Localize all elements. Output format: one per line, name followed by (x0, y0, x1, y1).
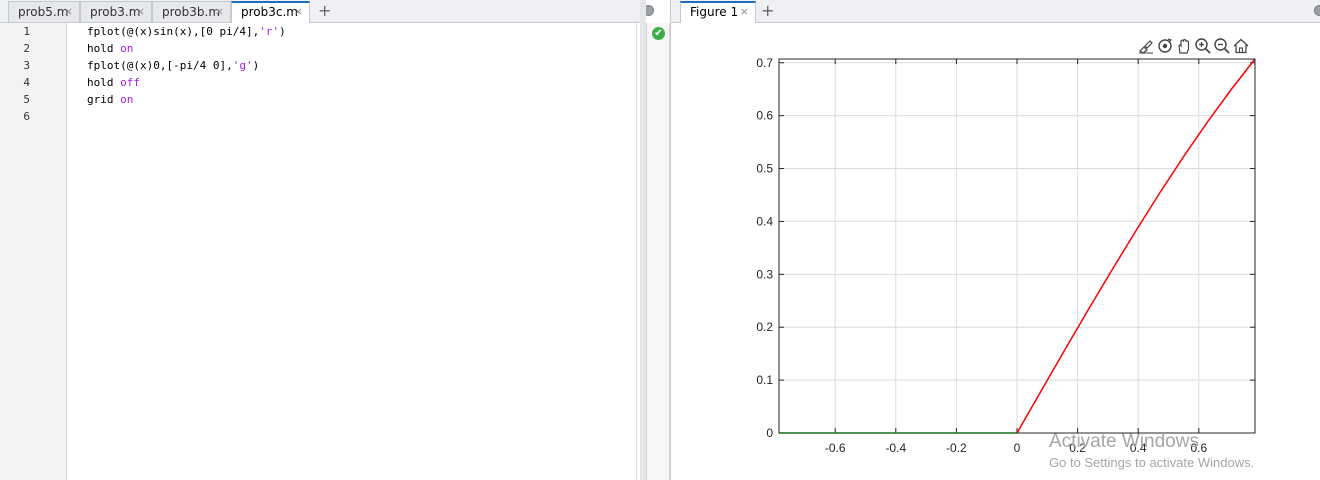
tab-prob3c[interactable]: prob3c.m × (231, 1, 310, 23)
x-tick-label: -0.2 (946, 441, 967, 455)
y-tick-label: 0.1 (756, 373, 773, 387)
check-icon[interactable]: ✔ (652, 27, 665, 40)
x-tick-label: 0 (1014, 441, 1021, 455)
line-number: 5 (23, 93, 30, 106)
close-icon[interactable]: × (214, 5, 224, 18)
figure-pane: Figure 1 × + (670, 0, 1320, 480)
pane-menu-icon[interactable] (1314, 5, 1320, 16)
y-tick-label: 0.5 (756, 162, 773, 176)
editor-pane: prob5.m × prob3.m × prob3b.m × prob3c.m … (0, 0, 654, 480)
pane-splitter[interactable] (640, 0, 646, 480)
axes-box (778, 58, 1256, 434)
y-tick-label: 0 (766, 426, 773, 440)
series-line (1016, 58, 1256, 434)
line-number: 4 (23, 76, 30, 89)
y-tick-label: 0.6 (756, 109, 773, 123)
close-icon[interactable]: × (739, 5, 749, 18)
figure-tab-bar: Figure 1 × + (671, 0, 1320, 23)
y-tick-label: 0.2 (756, 320, 773, 334)
tab-prob5[interactable]: prob5.m × (8, 1, 80, 22)
x-tick-label: -0.4 (885, 441, 906, 455)
line-number: 6 (23, 110, 30, 123)
tab-label: prob3c.m (241, 5, 298, 19)
zoom-in-icon[interactable] (1194, 37, 1212, 55)
right-text-margin (636, 23, 637, 480)
tab-label: prob5.m (18, 5, 69, 19)
line-number: 3 (23, 59, 30, 72)
tab-prob3[interactable]: prob3.m × (80, 1, 152, 22)
home-icon[interactable] (1232, 37, 1250, 55)
close-icon[interactable]: × (63, 5, 73, 18)
y-tick-label: 0.7 (756, 56, 773, 70)
x-tick-label: 0.2 (1069, 441, 1086, 455)
brush-icon[interactable] (1137, 37, 1155, 55)
code-editor[interactable]: fplot(@(x)sin(x),[0 pi/4],'r') hold on f… (67, 23, 637, 480)
code-line[interactable]: hold off (87, 76, 140, 89)
rotate-icon[interactable] (1156, 37, 1174, 55)
tab-figure-1[interactable]: Figure 1 × (680, 1, 756, 23)
pan-hand-icon[interactable] (1175, 37, 1193, 55)
code-analyzer-strip[interactable]: ✔ (646, 23, 670, 480)
close-icon[interactable]: × (293, 5, 303, 18)
code-line[interactable]: fplot(@(x)sin(x),[0 pi/4],'r') (87, 25, 286, 38)
tab-label: prob3b.m (162, 5, 221, 19)
line-number: 1 (23, 25, 30, 38)
x-tick-label: 0.4 (1130, 441, 1147, 455)
code-line[interactable]: hold on (87, 42, 134, 55)
x-tick-label: 0.6 (1190, 441, 1207, 455)
line-number-gutter: 1 2 3 4 5 6 (0, 23, 67, 480)
close-icon[interactable]: × (135, 5, 145, 18)
tab-prob3b[interactable]: prob3b.m × (152, 1, 231, 22)
editor-tab-bar: prob5.m × prob3.m × prob3b.m × prob3c.m … (0, 0, 654, 23)
plot-axes[interactable]: -0.6 -0.4 -0.2 0 0.2 0.4 0.6 0 0.1 0.2 0.3 0.4 0.5 0.… (671, 0, 1320, 480)
x-tick-label: -0.6 (825, 441, 846, 455)
code-line[interactable]: fplot(@(x)0,[-pi/4 0],'g') (87, 59, 260, 72)
line-number: 2 (23, 42, 30, 55)
tab-label: prob3.m (90, 5, 141, 19)
y-tick-label: 0.3 (756, 267, 773, 281)
zoom-out-icon[interactable] (1213, 37, 1231, 55)
y-tick-label: 0.4 (756, 214, 773, 228)
add-tab-icon[interactable]: + (761, 1, 775, 20)
code-line[interactable]: grid on (87, 93, 134, 106)
add-tab-icon[interactable]: + (318, 1, 332, 20)
tab-label: Figure 1 (690, 5, 739, 19)
